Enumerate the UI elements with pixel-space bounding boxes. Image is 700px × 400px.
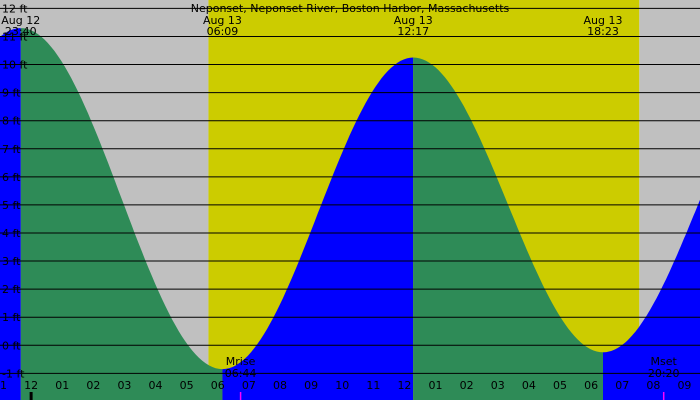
rising-tide-area — [603, 199, 700, 400]
x-tick-label: 01 — [429, 379, 443, 392]
y-tick-label: 10 ft — [2, 59, 28, 72]
falling-tide-area — [413, 57, 603, 400]
chart-title: Neponset, Neponset River, Boston Harbor,… — [191, 2, 510, 15]
x-tick-label: 11 — [366, 379, 380, 392]
x-tick-label: 09 — [304, 379, 318, 392]
extreme-time-label: 23:40 — [5, 25, 37, 38]
moon-event-time: 06:44 — [225, 367, 257, 380]
x-tick-label: 12 — [397, 379, 411, 392]
y-tick-label: 0 ft — [2, 339, 21, 352]
extreme-date-label: Aug 13 — [394, 14, 433, 27]
extreme-date-label: Aug 13 — [584, 14, 623, 27]
extreme-date-label: Aug 12 — [1, 14, 40, 27]
y-tick-label: 7 ft — [2, 143, 21, 156]
y-tick-label: 3 ft — [2, 255, 21, 268]
x-tick-label: 05 — [180, 379, 194, 392]
extreme-date-label: Aug 13 — [203, 14, 242, 27]
y-tick-label: 9 ft — [2, 87, 21, 100]
y-tick-label: 5 ft — [2, 199, 21, 212]
y-tick-label: 11 ft — [2, 30, 28, 43]
x-tick-label: 08 — [646, 379, 660, 392]
y-tick-label: 4 ft — [2, 227, 21, 240]
y-tick-label: 6 ft — [2, 171, 21, 184]
y-tick-label: 1 ft — [2, 311, 21, 324]
x-tick-label: 06 — [584, 379, 598, 392]
y-tick-label: -1 ft — [2, 367, 25, 380]
x-tick-label: 11 — [0, 379, 7, 392]
extreme-time-label: 06:09 — [207, 25, 239, 38]
x-tick-label: 09 — [677, 379, 691, 392]
extreme-time-label: 12:17 — [397, 25, 429, 38]
y-tick-label: 12 ft — [2, 2, 28, 15]
x-tick-label: 06 — [211, 379, 225, 392]
x-tick-label: 07 — [242, 379, 256, 392]
x-tick-label: 12 — [24, 379, 38, 392]
moon-event-label: Mset — [651, 355, 678, 368]
x-tick-label: 03 — [491, 379, 505, 392]
y-tick-label: 2 ft — [2, 283, 21, 296]
moon-event-label: Mrise — [226, 355, 256, 368]
height-gridlines — [0, 7, 700, 374]
rising-tide-area — [222, 57, 414, 400]
x-tick-label: 02 — [86, 379, 100, 392]
y-tick-label: 8 ft — [2, 115, 21, 128]
x-tick-label: 05 — [553, 379, 567, 392]
x-tick-label: 01 — [55, 379, 69, 392]
extreme-time-label: 18:23 — [587, 25, 619, 38]
x-tick-label: 10 — [335, 379, 349, 392]
x-tick-label: 08 — [273, 379, 287, 392]
moon-event-time: 20:20 — [648, 367, 680, 380]
x-tick-label: 04 — [522, 379, 536, 392]
x-tick-label: 03 — [117, 379, 131, 392]
x-tick-label: 02 — [460, 379, 474, 392]
x-tick-label: 04 — [149, 379, 163, 392]
x-tick-label: 07 — [615, 379, 629, 392]
